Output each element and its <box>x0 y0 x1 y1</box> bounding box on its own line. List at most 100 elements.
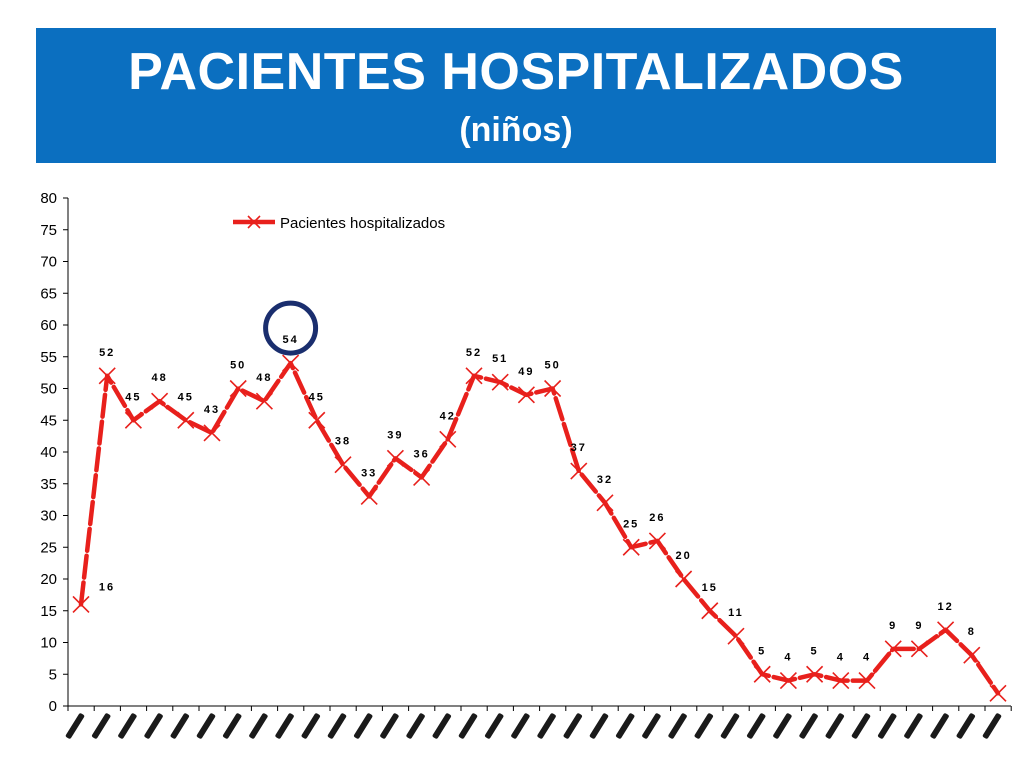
y-tick-label: 80 <box>40 190 57 207</box>
data-label: 49 <box>518 366 534 378</box>
x-tick-label <box>144 713 163 739</box>
data-label: 5 <box>758 645 766 657</box>
data-label: 45 <box>125 391 141 403</box>
x-tick-label <box>825 713 845 739</box>
data-label: 54 <box>282 334 298 346</box>
x-tick-label <box>799 713 818 739</box>
data-point <box>439 430 457 448</box>
x-tick-label <box>720 713 740 739</box>
x-tick-label <box>615 713 635 739</box>
legend-marker <box>247 215 261 229</box>
x-tick-label <box>222 713 242 739</box>
x-tick-label <box>642 713 661 739</box>
data-label: 51 <box>492 353 508 365</box>
x-tick-label <box>904 713 923 739</box>
x-tick-label <box>118 713 137 739</box>
y-tick-label: 75 <box>40 222 57 239</box>
y-tick-label: 15 <box>40 603 57 620</box>
data-point <box>386 449 404 467</box>
data-point <box>255 392 273 410</box>
data-point <box>229 379 247 398</box>
y-tick-label: 5 <box>49 666 57 683</box>
y-tick-label: 35 <box>40 476 57 493</box>
data-point <box>72 595 90 613</box>
y-tick-label: 65 <box>40 285 57 302</box>
data-label: 26 <box>649 512 665 524</box>
y-tick-label: 60 <box>40 317 57 334</box>
x-tick-label <box>982 713 1002 739</box>
x-tick-label <box>432 713 452 739</box>
data-point <box>806 665 824 683</box>
x-tick-label <box>301 713 321 739</box>
data-point <box>675 570 693 588</box>
legend-label: Pacientes hospitalizados <box>280 215 445 232</box>
x-tick-label <box>380 713 399 739</box>
x-tick-label <box>746 713 766 739</box>
data-point <box>989 684 1007 702</box>
data-point <box>360 487 378 506</box>
data-label: 9 <box>915 620 923 632</box>
data-label: 38 <box>335 436 351 448</box>
data-label: 48 <box>151 372 167 384</box>
x-tick-label <box>327 713 347 739</box>
data-point <box>779 672 797 690</box>
series-line <box>78 360 1001 696</box>
data-label: 4 <box>863 652 871 664</box>
data-point <box>622 538 640 556</box>
data-label: 20 <box>675 550 691 562</box>
data-point <box>124 411 142 429</box>
data-label: 12 <box>937 601 953 613</box>
y-tick-label: 50 <box>40 381 57 398</box>
data-label: 15 <box>702 582 718 594</box>
y-tick-label: 20 <box>40 571 57 588</box>
x-tick-label <box>249 713 268 739</box>
data-point <box>884 640 902 658</box>
data-point <box>701 602 719 620</box>
y-tick-label: 70 <box>40 254 57 271</box>
data-point <box>832 672 850 690</box>
data-label: 52 <box>99 347 115 359</box>
x-tick-label <box>877 713 897 739</box>
data-point <box>570 462 588 480</box>
highlight-circle <box>263 300 319 356</box>
data-label: 11 <box>728 607 744 619</box>
data-label: 4 <box>784 652 792 664</box>
data-label: 43 <box>204 404 220 416</box>
x-tick-label <box>930 713 949 739</box>
data-point <box>413 468 431 486</box>
data-label: 50 <box>230 360 246 372</box>
data-point <box>517 386 535 404</box>
data-label: 33 <box>361 467 377 479</box>
data-point <box>727 627 745 645</box>
data-point <box>177 411 195 429</box>
data-point <box>858 672 876 690</box>
y-tick-label: 0 <box>49 698 57 715</box>
data-label: 39 <box>387 429 403 441</box>
data-point <box>334 456 352 474</box>
data-point <box>282 354 300 372</box>
y-tick-label: 30 <box>40 508 57 525</box>
y-tick-label: 10 <box>40 635 57 652</box>
x-tick-label <box>694 713 714 739</box>
data-point <box>151 392 169 410</box>
data-point <box>465 367 483 385</box>
data-label: 52 <box>466 347 482 359</box>
data-label: 9 <box>889 620 897 632</box>
x-tick-label <box>563 713 583 739</box>
x-tick-label <box>589 713 609 739</box>
data-label: 37 <box>571 442 587 454</box>
y-tick-label: 40 <box>40 444 57 461</box>
data-point <box>596 494 614 512</box>
data-point <box>308 411 326 429</box>
data-label: 8 <box>968 626 976 638</box>
data-label: 5 <box>811 645 819 657</box>
data-point <box>544 379 562 398</box>
data-label: 42 <box>440 410 456 422</box>
slide-subtitle: (niños) <box>459 111 573 149</box>
data-point <box>203 424 221 442</box>
x-tick-label <box>458 713 478 739</box>
data-label: 48 <box>256 372 272 384</box>
data-point <box>753 665 771 683</box>
title-banner: PACIENTES HOSPITALIZADOS (niños) <box>36 28 996 163</box>
data-point <box>491 373 509 391</box>
